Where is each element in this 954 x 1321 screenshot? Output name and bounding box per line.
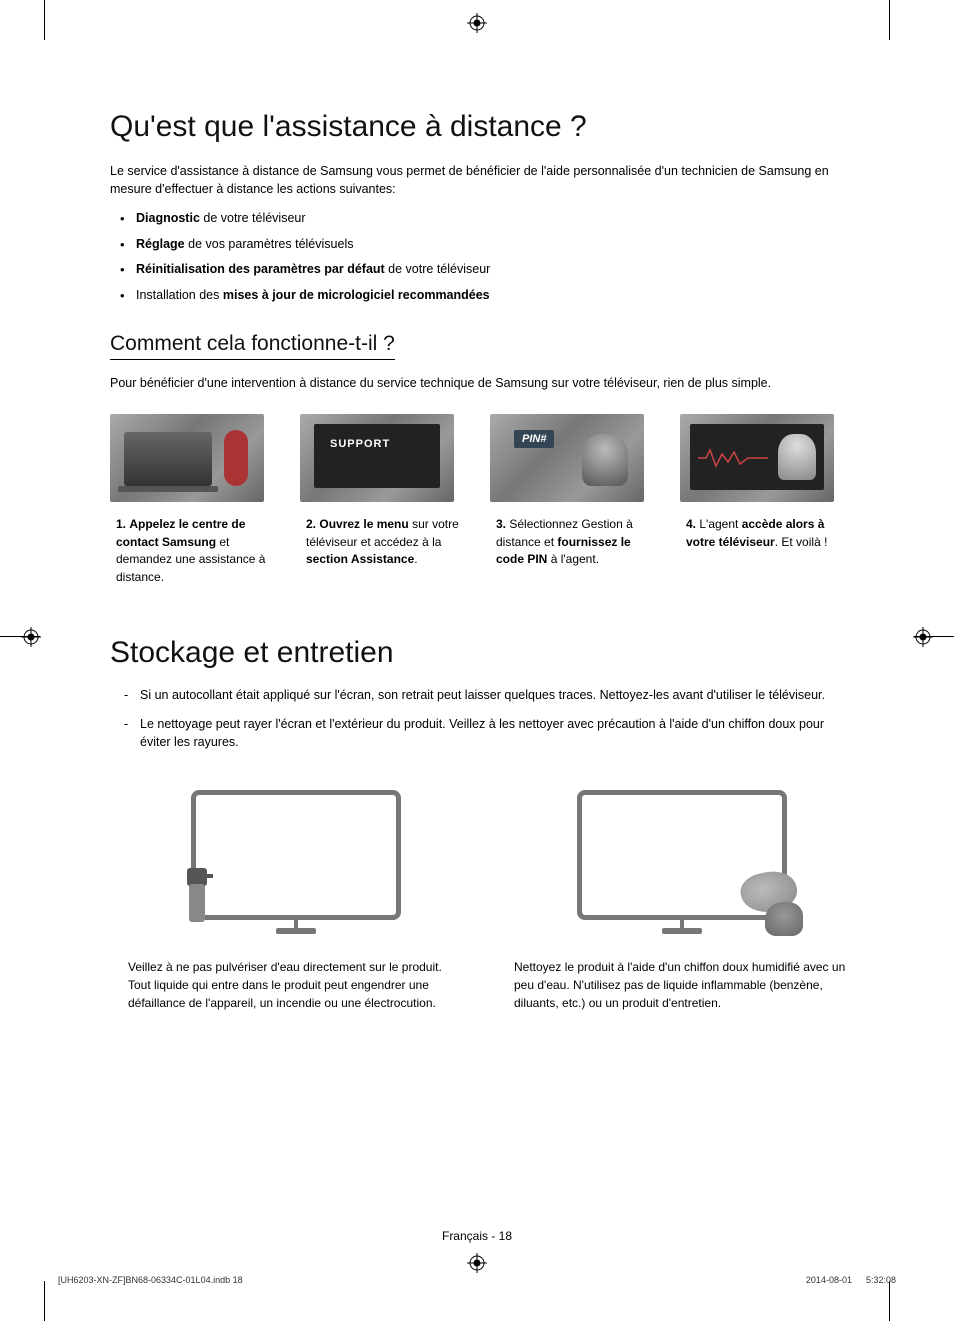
heading-how-it-works: Comment cela fonctionne-t-il ?: [110, 332, 395, 360]
care-right-text: Nettoyez le produit à l'aide d'un chiffo…: [514, 958, 850, 1012]
step-4-image: [680, 414, 834, 502]
laptop-icon: [124, 432, 212, 486]
care-note-1: Si un autocollant était appliqué sur l'é…: [130, 686, 850, 705]
step-number: 1.: [116, 517, 126, 531]
step-3-text: 3. Sélectionnez Gestion à distance et fo…: [490, 516, 660, 568]
step-number: 2.: [306, 517, 316, 531]
step-bold: Ouvrez le menu: [319, 517, 408, 531]
care-left: Veillez à ne pas pulvériser d'eau direct…: [128, 778, 464, 1012]
crop-mark: [44, 1281, 45, 1321]
step-bold: section Assistance: [306, 552, 414, 566]
bullet-firmware: Installation des mises à jour de microlo…: [124, 287, 850, 305]
bullet-text: de votre téléviseur: [385, 262, 491, 276]
tv-icon: [314, 424, 440, 488]
waveform-icon: [698, 448, 768, 468]
step-number: 3.: [496, 517, 506, 531]
tv-stand-icon: [662, 928, 702, 936]
technician-icon: [778, 434, 816, 480]
care-note-2: Le nettoyage peut rayer l'écran et l'ext…: [130, 715, 850, 753]
step-plain: à l'agent.: [547, 552, 599, 566]
bullet-reset: Réinitialisation des paramètres par défa…: [124, 261, 850, 279]
heading-remote-assistance: Qu'est que l'assistance à distance ?: [110, 110, 850, 144]
agent-icon: [582, 434, 628, 486]
bullet-bold: mises à jour de micrologiciel recommandé…: [223, 288, 490, 302]
intro-text: Le service d'assistance à distance de Sa…: [110, 162, 850, 198]
step-4-text: 4. L'agent accède alors à votre télévise…: [680, 516, 850, 551]
step-number: 4.: [686, 517, 696, 531]
hand-icon: [765, 902, 803, 936]
page-footer-center: Français - 18: [0, 1229, 954, 1243]
page-content: Qu'est que l'assistance à distance ? Le …: [110, 110, 850, 1012]
page-footer-left: [UH6203-XN-ZF]BN68-06334C-01L04.indb 18: [58, 1275, 243, 1285]
care-row: Veillez à ne pas pulvériser d'eau direct…: [110, 778, 850, 1012]
care-left-text: Veillez à ne pas pulvériser d'eau direct…: [128, 958, 464, 1012]
spray-bottle-icon: [181, 864, 211, 922]
phone-icon: [224, 430, 248, 486]
page-footer-right: 2014-08-01 5:32:08: [806, 1275, 896, 1285]
registration-mark-icon: [913, 627, 933, 647]
bullet-reglage: Réglage de vos paramètres télévisuels: [124, 236, 850, 254]
registration-mark-icon: [467, 13, 487, 33]
care-right-image: [527, 778, 837, 942]
step-3: PIN# 3. Sélectionnez Gestion à distance …: [490, 414, 660, 586]
crop-mark: [44, 0, 45, 40]
step-2-text: 2. Ouvrez le menu sur votre téléviseur e…: [300, 516, 470, 568]
step-4: 4. L'agent accède alors à votre télévise…: [680, 414, 850, 586]
step-2-image: SUPPORT: [300, 414, 454, 502]
care-right: Nettoyez le produit à l'aide d'un chiffo…: [514, 778, 850, 1012]
tv-frame-icon: [191, 790, 401, 920]
heading-storage-care: Stockage et entretien: [110, 636, 850, 670]
registration-mark-icon: [21, 627, 41, 647]
bullet-text: de votre téléviseur: [200, 211, 306, 225]
feature-bullets: Diagnostic de votre téléviseur Réglage d…: [110, 210, 850, 304]
tv-stand-icon: [276, 928, 316, 936]
care-left-image: [141, 778, 451, 942]
how-intro: Pour bénéficier d'une intervention à dis…: [110, 374, 850, 392]
step-1-text: 1. Appelez le centre de contact Samsung …: [110, 516, 280, 586]
bullet-bold: Réglage: [136, 237, 185, 251]
registration-mark-icon: [467, 1253, 487, 1273]
steps-row: 1. Appelez le centre de contact Samsung …: [110, 414, 850, 586]
step-3-image: PIN#: [490, 414, 644, 502]
crop-mark: [889, 0, 890, 40]
step-plain: .: [414, 552, 417, 566]
pin-badge: PIN#: [514, 430, 554, 448]
step-1: 1. Appelez le centre de contact Samsung …: [110, 414, 280, 586]
bullet-diagnostic: Diagnostic de votre téléviseur: [124, 210, 850, 228]
support-label: SUPPORT: [330, 438, 390, 450]
bullet-text: de vos paramètres télévisuels: [185, 237, 354, 251]
bullet-bold: Réinitialisation des paramètres par défa…: [136, 262, 385, 276]
bullet-text: Installation des: [136, 288, 223, 302]
crop-mark: [889, 1281, 890, 1321]
step-1-image: [110, 414, 264, 502]
care-notes: Si un autocollant était appliqué sur l'é…: [110, 686, 850, 752]
step-2: SUPPORT 2. Ouvrez le menu sur votre télé…: [300, 414, 470, 586]
step-plain: L'agent: [699, 517, 741, 531]
bullet-bold: Diagnostic: [136, 211, 200, 225]
step-plain: . Et voilà !: [775, 535, 828, 549]
